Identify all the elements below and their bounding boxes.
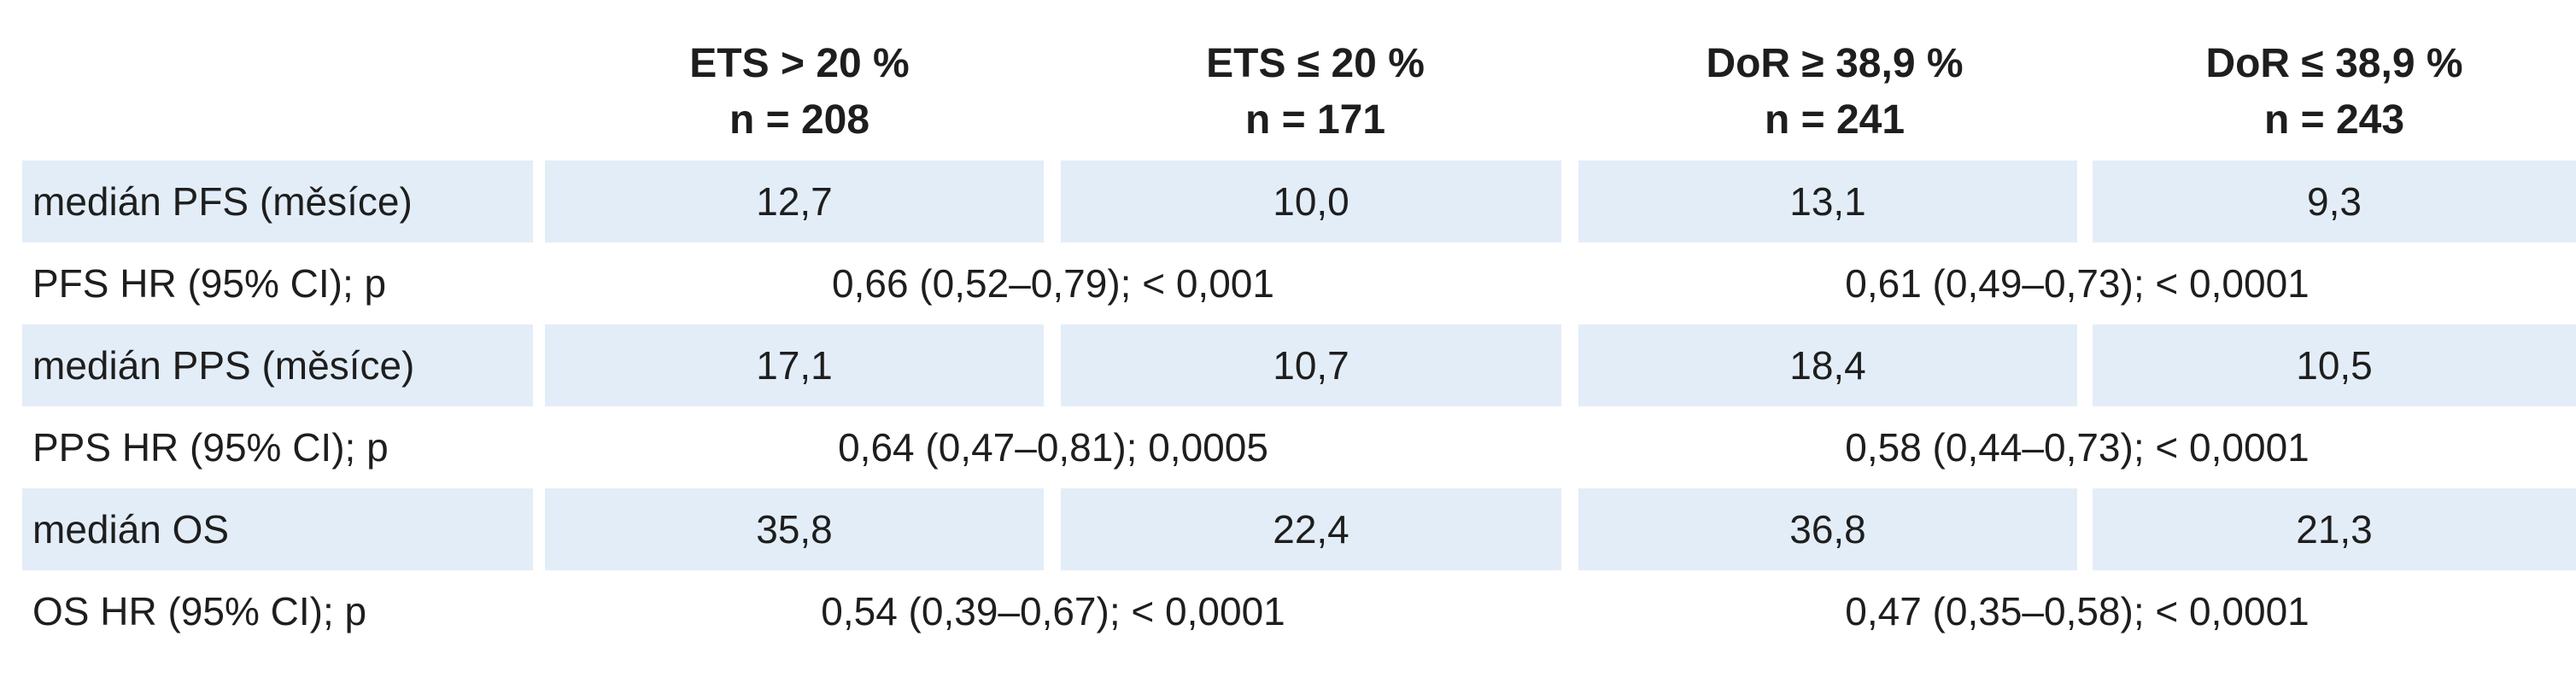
cell-ets-hr: 0,64 (0,47–0,81); 0,0005	[838, 425, 1268, 470]
cell-dor-high: 13,1	[1578, 161, 2077, 242]
table-row-os-hr: OS HR (95% CI); p 0,54 (0,39–0,67); < 0,…	[0, 570, 2576, 652]
cell-dor-hr: 0,47 (0,35–0,58); < 0,0001	[1845, 589, 2310, 633]
cell-ets-high: 17,1	[545, 324, 1044, 406]
cell-ets-low: 10,7	[1061, 324, 1561, 406]
row-label: OS HR (95% CI); p	[32, 589, 367, 633]
cell-dor-hr: 0,61 (0,49–0,73); < 0,0001	[1845, 261, 2310, 306]
row-label: medián OS	[22, 488, 533, 570]
column-header-n: n = 243	[2263, 97, 2405, 143]
cell-ets-high: 12,7	[545, 161, 1044, 242]
column-header-dor-high: DoR ≥ 38,9 % n = 241	[1578, 36, 2091, 149]
cell-dor-high: 36,8	[1578, 488, 2077, 570]
cell-dor-low: 10,5	[2093, 324, 2576, 406]
cell-ets-hr: 0,66 (0,52–0,79); < 0,001	[832, 261, 1274, 306]
cell-ets-hr: 0,54 (0,39–0,67); < 0,0001	[821, 589, 1285, 633]
column-header-dor-low: DoR ≤ 38,9 % n = 243	[2093, 36, 2576, 149]
cell-ets-high: 35,8	[545, 488, 1044, 570]
column-header-n: n = 208	[729, 97, 870, 143]
column-header-n: n = 171	[1244, 97, 1386, 143]
table-row-median-pps: medián PPS (měsíce) 17,1 10,7 18,4 10,5	[0, 324, 2576, 406]
cell-dor-low: 9,3	[2093, 161, 2576, 242]
row-label: medián PFS (měsíce)	[22, 161, 533, 242]
cell-ets-low: 22,4	[1061, 488, 1561, 570]
column-header-ets-high: ETS > 20 % n = 208	[543, 36, 1056, 149]
row-label: PPS HR (95% CI); p	[32, 425, 389, 470]
row-label: medián PPS (měsíce)	[22, 324, 533, 406]
column-header-title: ETS ≤ 20 %	[1206, 41, 1425, 86]
column-header-ets-low: ETS ≤ 20 % n = 171	[1059, 36, 1572, 149]
column-header-title: DoR ≤ 38,9 %	[2205, 41, 2463, 86]
column-header-title: DoR ≥ 38,9 %	[1706, 41, 1964, 86]
table-row-pfs-hr: PFS HR (95% CI); p 0,66 (0,52–0,79); < 0…	[0, 242, 2576, 324]
cell-ets-low: 10,0	[1061, 161, 1561, 242]
column-header-title: ETS > 20 %	[689, 41, 910, 86]
cell-dor-hr: 0,58 (0,44–0,73); < 0,0001	[1845, 425, 2310, 470]
table-row-median-pfs: medián PFS (měsíce) 12,7 10,0 13,1 9,3	[0, 161, 2576, 242]
table-row-median-os: medián OS 35,8 22,4 36,8 21,3	[0, 488, 2576, 570]
cell-dor-low: 21,3	[2093, 488, 2576, 570]
column-header-n: n = 241	[1764, 97, 1906, 143]
row-label: PFS HR (95% CI); p	[32, 261, 387, 306]
table-row-pps-hr: PPS HR (95% CI); p 0,64 (0,47–0,81); 0,0…	[0, 406, 2576, 488]
cell-dor-high: 18,4	[1578, 324, 2077, 406]
